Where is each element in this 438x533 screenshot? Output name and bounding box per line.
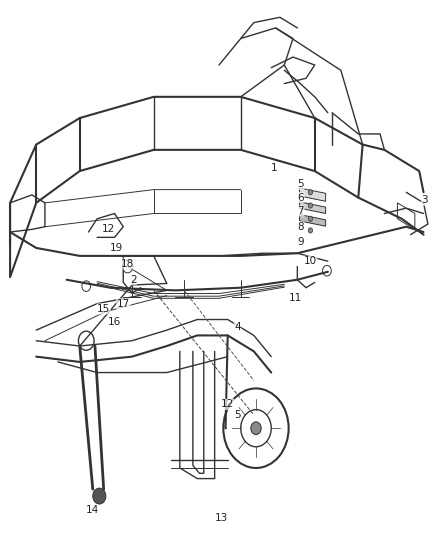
Text: 4: 4 xyxy=(234,322,241,333)
Text: 7: 7 xyxy=(297,206,304,216)
Text: 17: 17 xyxy=(117,298,130,309)
Circle shape xyxy=(308,203,313,208)
Text: 8: 8 xyxy=(297,222,304,232)
Text: 14: 14 xyxy=(86,505,99,515)
Text: 9: 9 xyxy=(297,237,304,247)
Text: 18: 18 xyxy=(121,259,134,269)
Circle shape xyxy=(308,216,313,221)
Text: 13: 13 xyxy=(215,513,228,523)
Text: 11: 11 xyxy=(289,293,302,303)
Polygon shape xyxy=(300,188,325,201)
Polygon shape xyxy=(300,215,325,226)
Text: 1: 1 xyxy=(271,164,278,173)
Text: 16: 16 xyxy=(108,317,121,327)
Text: 10: 10 xyxy=(304,256,317,266)
Text: 6: 6 xyxy=(297,192,304,203)
Text: 12: 12 xyxy=(221,399,234,409)
Text: 19: 19 xyxy=(110,243,124,253)
Text: 2: 2 xyxy=(130,274,136,285)
Polygon shape xyxy=(300,202,325,214)
Circle shape xyxy=(308,190,313,195)
Text: 5: 5 xyxy=(297,179,304,189)
Circle shape xyxy=(93,488,106,504)
Circle shape xyxy=(251,422,261,434)
Circle shape xyxy=(308,228,313,233)
Text: 3: 3 xyxy=(421,195,428,205)
Text: 12: 12 xyxy=(102,224,115,235)
Text: 5: 5 xyxy=(234,410,241,420)
Text: 15: 15 xyxy=(97,304,110,314)
